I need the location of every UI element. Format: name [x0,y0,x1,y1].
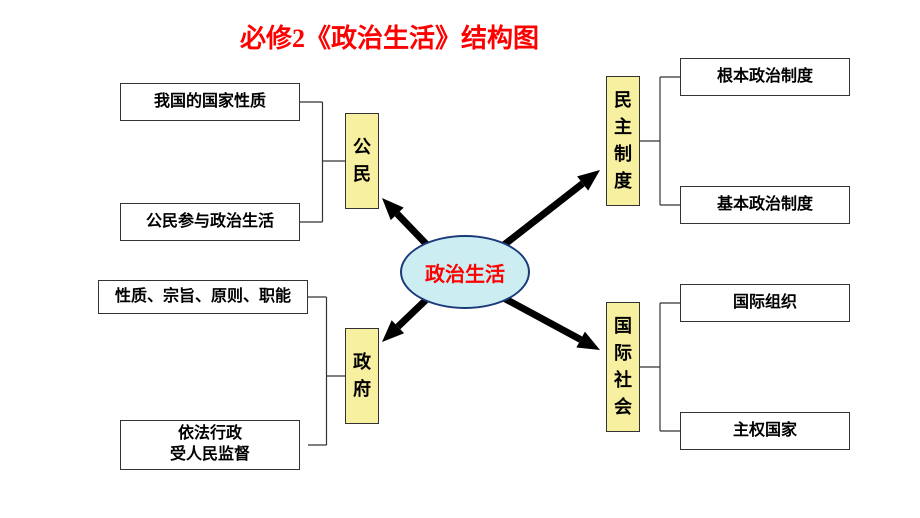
leaf-basicsys: 基本政治制度 [680,186,850,224]
leaf-sovereign: 主权国家 [680,412,850,450]
hub-gov: 政府 [345,328,379,424]
arrow-line [500,296,581,340]
arrow-line [500,184,583,248]
arrow-head [382,320,404,342]
hub-democracy-char: 主 [614,114,632,141]
hub-democracy-char: 民 [614,87,632,114]
hub-democracy-char: 度 [614,168,632,195]
hub-intl-char: 社 [614,367,632,394]
leaf-intlorg: 国际组织 [680,284,850,322]
arrow-head [576,332,600,350]
arrow-head [577,170,600,191]
hub-democracy-char: 制 [614,141,632,168]
hub-citizen-char: 公 [353,134,371,161]
hub-democracy: 民主制度 [606,76,640,206]
leaf-participate: 公民参与政治生活 [120,203,300,241]
leaf-govlaw: 依法行政 受人民监督 [120,420,300,470]
leaf-nature: 我国的国家性质 [120,83,300,121]
hub-citizen: 公民 [345,113,379,209]
hub-gov-char: 府 [353,376,371,403]
center-node: 政治生活 [400,235,530,309]
arrow-head [382,198,404,220]
leaf-govattr: 性质、宗旨、原则、职能 [98,280,308,314]
hub-intl-char: 际 [614,340,632,367]
leaf-fundsys: 根本政治制度 [680,58,850,96]
hub-intl-char: 国 [614,313,632,340]
hub-citizen-char: 民 [353,161,371,188]
diagram-title: 必修2《政治生活》结构图 [240,18,539,55]
hub-gov-char: 政 [353,349,371,376]
hub-intl: 国际社会 [606,302,640,432]
hub-intl-char: 会 [614,394,632,421]
